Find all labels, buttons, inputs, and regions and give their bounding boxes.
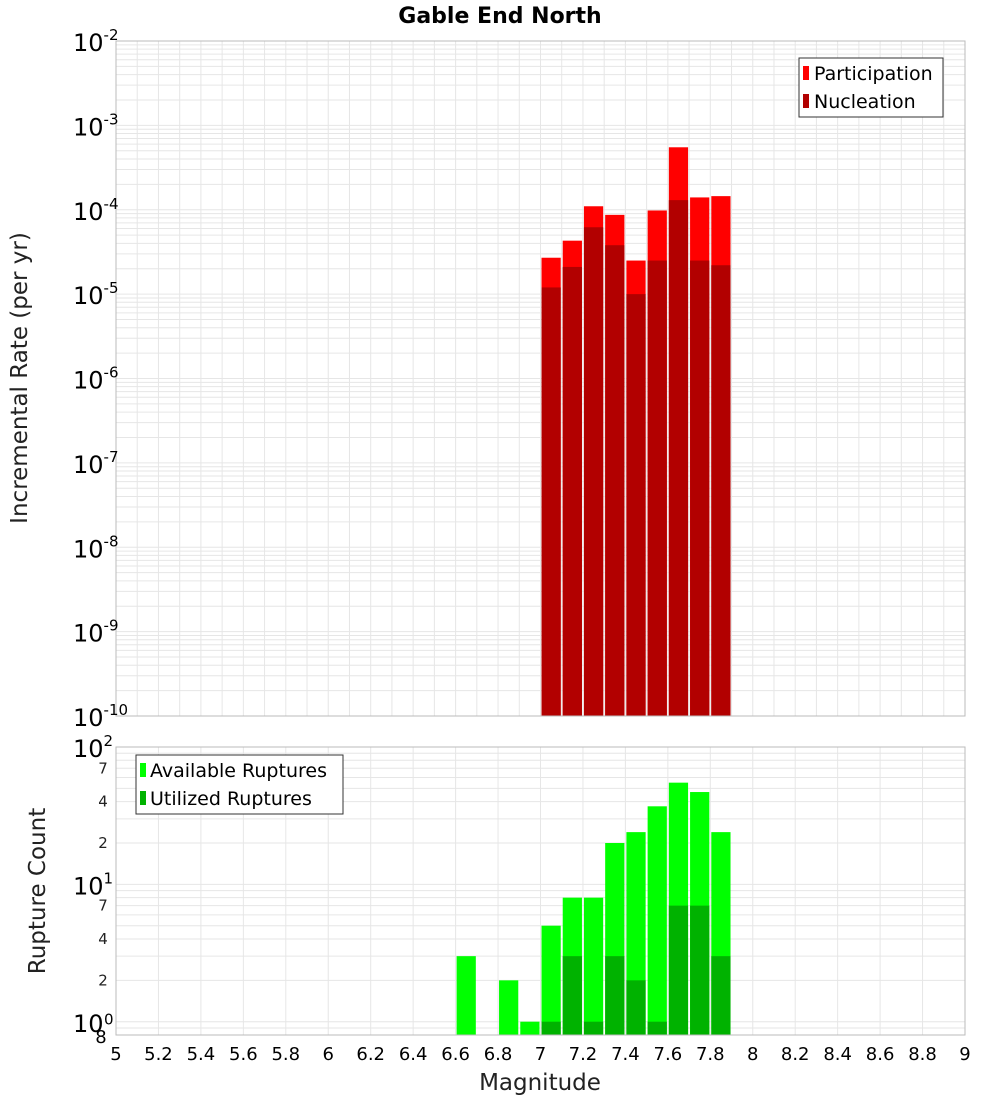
- utilized-ruptures-bar: [647, 1021, 667, 1035]
- rate-legend: Participation Nucleation: [798, 57, 944, 118]
- x-tick-label: 7.6: [654, 1044, 683, 1065]
- nucleation-bar: [583, 227, 604, 716]
- count-y-minor-tick-label: 8: [95, 1027, 106, 1048]
- legend-label-available: Available Ruptures: [150, 760, 327, 782]
- x-tick-label: 8: [747, 1044, 758, 1065]
- legend-swatch-available: [140, 763, 146, 777]
- count-y-tick-label: 102: [73, 732, 113, 763]
- rate-y-tick-label: 10-5: [73, 279, 119, 310]
- count-legend-box: [135, 754, 344, 815]
- nucleation-bar: [541, 287, 561, 716]
- x-tick-label: 7.4: [611, 1044, 640, 1065]
- rate-plot-border: [115, 40, 966, 717]
- rate-y-axis-label: Incremental Rate (per yr): [7, 232, 33, 524]
- count-y-axis-label: Rupture Count: [25, 808, 51, 974]
- utilized-ruptures-bar: [541, 1021, 561, 1035]
- x-tick-label: 5.2: [144, 1044, 173, 1065]
- rate-gridlines: [115, 41, 966, 717]
- x-tick-label: 6.2: [356, 1044, 385, 1065]
- x-tick-label: 6.6: [441, 1044, 470, 1065]
- rate-y-tick-label: 10-3: [73, 110, 119, 141]
- legend-label-utilized: Utilized Ruptures: [150, 788, 312, 810]
- x-tick-label: 8.4: [823, 1044, 852, 1065]
- rate-legend-box: [798, 57, 944, 118]
- available-ruptures-bar: [456, 956, 476, 1035]
- rate-panel: 10-2 10-3 10-4 10-5 10-6 10-7 10-8 10-9 10-10 In…: [7, 26, 966, 732]
- nucleation-bar: [690, 260, 710, 716]
- x-tick-label: 6.8: [484, 1044, 513, 1065]
- x-ticks: 5 5.2 5.4 5.6 5.8 6 6.2 6.4 6.6 6.8 7 7.2 7.4 7.6 7.8 8…: [110, 1044, 970, 1065]
- utilized-ruptures-bar: [711, 956, 731, 1035]
- count-plot-border: [115, 746, 966, 1036]
- legend-swatch-utilized: [140, 791, 146, 805]
- rate-y-tick-label: 10-10: [73, 701, 128, 732]
- nucleation-bar: [711, 265, 731, 716]
- count-legend: Available Ruptures Utilized Ruptures: [135, 754, 344, 815]
- utilized-ruptures-bar: [562, 956, 582, 1035]
- nucleation-bar: [668, 200, 689, 716]
- x-tick-label: 5.6: [229, 1044, 258, 1065]
- utilized-ruptures-bar: [583, 1021, 604, 1035]
- rate-y-tick-label: 10-7: [73, 448, 119, 479]
- x-tick-label: 8.2: [781, 1044, 810, 1065]
- available-ruptures-bar: [583, 897, 604, 1035]
- x-tick-label: 5.4: [187, 1044, 216, 1065]
- x-tick-label: 5.8: [271, 1044, 300, 1065]
- count-y-minor-tick-label: 2: [98, 971, 108, 989]
- nucleation-bar: [562, 266, 582, 716]
- utilized-ruptures-bar: [605, 956, 625, 1035]
- count-y-minor-tick-label: 7: [98, 897, 108, 915]
- rate-y-ticks: 10-2 10-3 10-4 10-5 10-6 10-7 10-8 10-9 10-10: [73, 26, 128, 732]
- utilized-ruptures-bar: [690, 905, 710, 1035]
- x-axis-label: Magnitude: [479, 1070, 601, 1096]
- chart-title: Gable End North: [398, 4, 601, 29]
- utilized-ruptures-bar: [668, 905, 689, 1035]
- available-ruptures-bar: [499, 980, 519, 1035]
- count-y-minor-tick-label: 4: [98, 930, 108, 948]
- rate-y-tick-label: 10-8: [73, 532, 119, 563]
- legend-swatch-nucleation: [803, 94, 809, 108]
- rate-y-tick-label: 10-6: [73, 364, 119, 395]
- rate-y-tick-label: 10-4: [73, 195, 119, 226]
- x-tick-label: 6.4: [399, 1044, 428, 1065]
- count-y-ticks: 102 101 100 7 4 2 7 4 2 8: [73, 732, 114, 1048]
- x-tick-label: 7: [535, 1044, 546, 1065]
- legend-swatch-participation: [803, 66, 809, 80]
- available-ruptures-bar: [647, 806, 667, 1035]
- legend-label-nucleation: Nucleation: [814, 91, 916, 113]
- count-y-minor-tick-label: 7: [98, 759, 108, 777]
- rate-y-tick-label: 10-2: [73, 26, 119, 57]
- count-y-minor-tick-label: 2: [98, 834, 108, 852]
- available-ruptures-bar: [520, 1021, 540, 1035]
- x-tick-label: 9: [959, 1044, 970, 1065]
- x-tick-label: 5: [110, 1044, 121, 1065]
- nucleation-bar: [626, 294, 646, 716]
- utilized-ruptures-bar: [626, 980, 646, 1035]
- count-panel: 102 101 100 7 4 2 7 4 2 8 Rupture Count Available…: [25, 732, 971, 1096]
- x-tick-label: 6: [323, 1044, 334, 1065]
- count-y-minor-tick-label: 4: [98, 793, 108, 811]
- nucleation-bar: [605, 245, 625, 717]
- rate-y-tick-label: 10-9: [73, 617, 119, 648]
- legend-label-participation: Participation: [814, 63, 933, 85]
- x-tick-label: 8.6: [866, 1044, 895, 1065]
- available-ruptures-bar: [541, 925, 561, 1035]
- x-tick-label: 7.8: [696, 1044, 725, 1065]
- count-y-tick-label: 100: [73, 1010, 114, 1038]
- x-tick-label: 7.2: [569, 1044, 598, 1065]
- count-bars: [456, 782, 731, 1035]
- nucleation-bar: [647, 260, 667, 716]
- x-tick-label: 8.8: [908, 1044, 937, 1065]
- rate-bars: [541, 147, 731, 717]
- count-y-tick-label: 101: [73, 869, 113, 900]
